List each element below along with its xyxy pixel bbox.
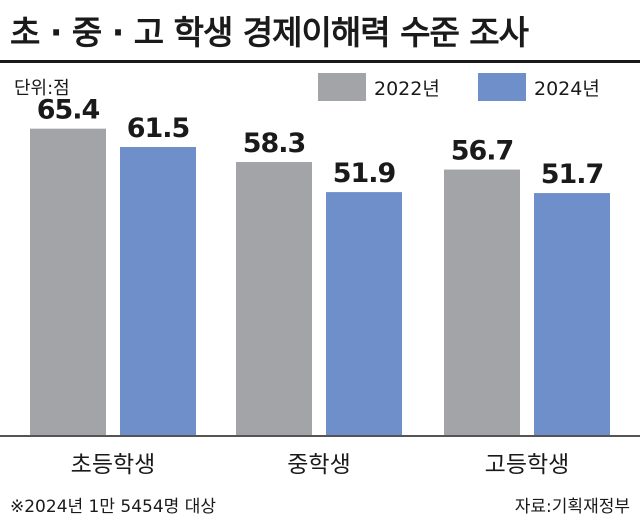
value-label-2024-2: 51.7 (541, 159, 604, 190)
footnote: ※2024년 1만 5454명 대상 (10, 497, 216, 517)
bar-2024-0 (120, 146, 196, 436)
unit-label: 단위:점 (14, 78, 70, 99)
value-label-2024-0: 61.5 (127, 113, 190, 144)
legend-swatch-2022 (318, 73, 366, 101)
legend-label-2024: 2024년 (534, 77, 600, 100)
source-credit: 자료:기획재정부 (514, 497, 630, 517)
bar-2024-1 (326, 192, 402, 436)
bar-2022-0 (30, 128, 106, 436)
bar-2022-2 (444, 169, 520, 436)
value-label-2022-2: 56.7 (451, 136, 514, 167)
legend-label-2022: 2022년 (374, 77, 440, 100)
title-divider (0, 60, 640, 63)
legend-swatch-2024 (478, 73, 526, 101)
legend-item-2024: 2024년 (478, 72, 600, 102)
bar-2024-2 (534, 193, 610, 436)
legend-item-2022: 2022년 (318, 72, 440, 102)
value-label-2022-1: 58.3 (243, 128, 306, 159)
x-category-label-1: 중학생 (287, 452, 350, 478)
value-label-2024-1: 51.9 (333, 158, 396, 189)
x-category-label-2: 고등학생 (485, 452, 570, 478)
bar-2022-1 (236, 162, 312, 436)
value-label-2022-0: 65.4 (37, 95, 100, 126)
x-category-label-0: 초등학생 (71, 452, 156, 478)
chart-title: 초 · 중 · 고 학생 경제이해력 수준 조사 (10, 13, 529, 52)
